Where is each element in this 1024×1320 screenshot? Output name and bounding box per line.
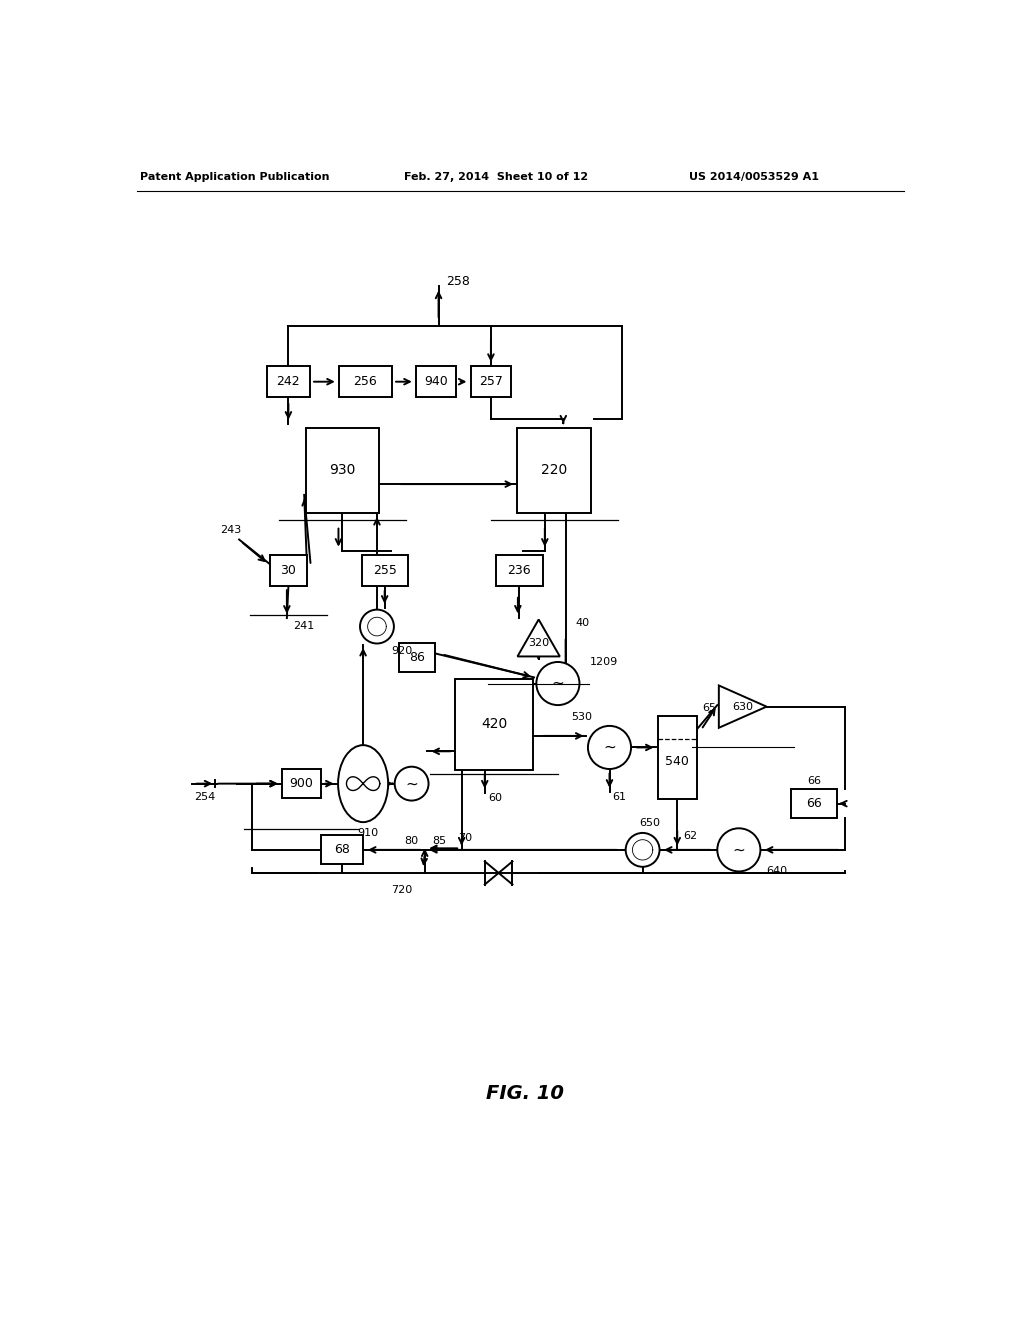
Text: 60: 60 bbox=[487, 792, 502, 803]
Text: Feb. 27, 2014  Sheet 10 of 12: Feb. 27, 2014 Sheet 10 of 12 bbox=[403, 173, 588, 182]
Text: US 2014/0053529 A1: US 2014/0053529 A1 bbox=[689, 173, 819, 182]
Circle shape bbox=[717, 829, 761, 871]
Text: 640: 640 bbox=[766, 866, 786, 876]
Text: 62: 62 bbox=[683, 832, 697, 841]
Text: 258: 258 bbox=[446, 275, 470, 288]
Bar bbox=[471, 367, 511, 397]
Text: 940: 940 bbox=[424, 375, 449, 388]
Text: 85: 85 bbox=[432, 836, 446, 846]
Polygon shape bbox=[719, 685, 767, 727]
Bar bbox=[322, 836, 364, 865]
Ellipse shape bbox=[338, 744, 388, 822]
Text: 40: 40 bbox=[575, 619, 590, 628]
Bar bbox=[455, 678, 534, 770]
Text: 630: 630 bbox=[732, 702, 754, 711]
Text: ~: ~ bbox=[603, 741, 615, 755]
Text: 900: 900 bbox=[290, 777, 313, 791]
Text: 1209: 1209 bbox=[590, 657, 618, 667]
Text: 66: 66 bbox=[807, 776, 821, 785]
Text: ~: ~ bbox=[406, 776, 418, 791]
Text: 68: 68 bbox=[335, 843, 350, 857]
Text: ~: ~ bbox=[732, 842, 745, 858]
Text: 61: 61 bbox=[612, 792, 627, 801]
Text: 241: 241 bbox=[293, 620, 314, 631]
Text: 86: 86 bbox=[409, 651, 425, 664]
Text: 30: 30 bbox=[281, 564, 296, 577]
Text: 80: 80 bbox=[403, 836, 418, 846]
Circle shape bbox=[537, 663, 580, 705]
Text: 320: 320 bbox=[528, 639, 549, 648]
Polygon shape bbox=[517, 619, 560, 656]
Text: 254: 254 bbox=[194, 792, 215, 803]
Bar bbox=[361, 554, 408, 586]
Text: 930: 930 bbox=[329, 463, 355, 478]
Text: 530: 530 bbox=[571, 711, 592, 722]
Bar bbox=[416, 367, 457, 397]
Text: 420: 420 bbox=[481, 717, 507, 731]
Text: 920: 920 bbox=[391, 647, 412, 656]
Text: 65: 65 bbox=[701, 704, 716, 713]
Bar bbox=[306, 428, 379, 512]
Text: 66: 66 bbox=[807, 797, 822, 810]
Text: FIG. 10: FIG. 10 bbox=[485, 1085, 564, 1104]
Bar bbox=[517, 428, 591, 512]
Text: 243: 243 bbox=[220, 525, 241, 536]
Text: Patent Application Publication: Patent Application Publication bbox=[140, 173, 330, 182]
Bar bbox=[270, 554, 307, 586]
Bar bbox=[497, 554, 543, 586]
Circle shape bbox=[394, 767, 429, 800]
Text: 70: 70 bbox=[458, 833, 472, 843]
Text: 242: 242 bbox=[276, 375, 300, 388]
Bar bbox=[658, 715, 696, 799]
Circle shape bbox=[588, 726, 631, 770]
Text: 720: 720 bbox=[391, 884, 412, 895]
Bar bbox=[339, 367, 391, 397]
Text: 540: 540 bbox=[666, 755, 689, 768]
Text: 256: 256 bbox=[353, 375, 377, 388]
Bar bbox=[398, 643, 435, 672]
Text: 257: 257 bbox=[479, 375, 503, 388]
Text: 910: 910 bbox=[357, 828, 378, 838]
Circle shape bbox=[360, 610, 394, 644]
Bar bbox=[792, 789, 838, 818]
Circle shape bbox=[626, 833, 659, 867]
Bar bbox=[283, 770, 321, 799]
Text: 220: 220 bbox=[541, 463, 567, 478]
Text: 50: 50 bbox=[481, 686, 495, 696]
Text: 255: 255 bbox=[373, 564, 396, 577]
Text: 650: 650 bbox=[639, 818, 659, 828]
Text: 236: 236 bbox=[508, 564, 531, 577]
Bar bbox=[267, 367, 309, 397]
Text: ~: ~ bbox=[552, 676, 564, 692]
